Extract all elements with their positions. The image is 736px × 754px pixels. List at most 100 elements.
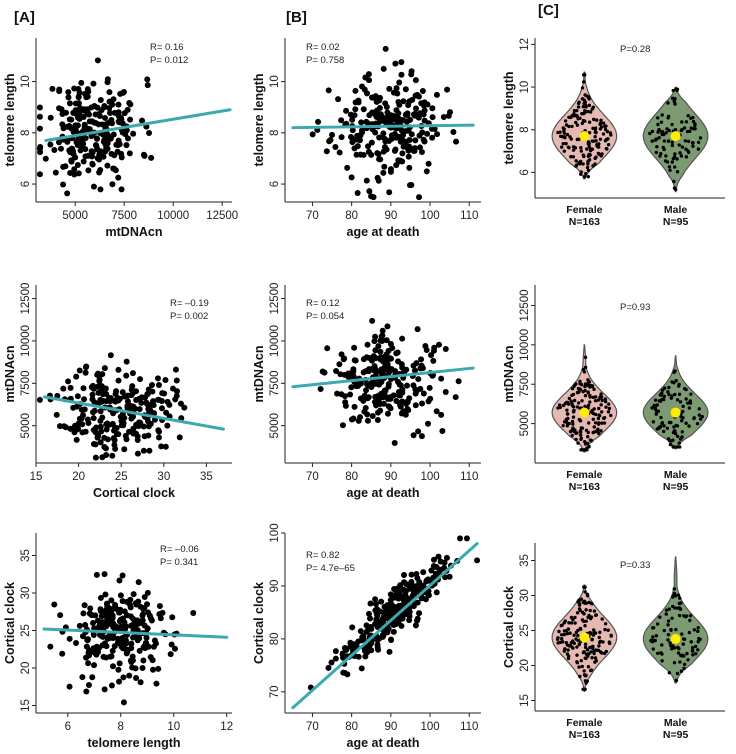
data-point bbox=[329, 131, 336, 138]
data-point bbox=[555, 637, 560, 641]
data-point bbox=[602, 416, 607, 420]
data-point bbox=[679, 669, 684, 673]
data-point bbox=[158, 443, 165, 450]
data-point bbox=[339, 422, 346, 429]
data-point bbox=[670, 160, 674, 164]
data-point bbox=[649, 638, 653, 643]
data-point bbox=[130, 634, 137, 641]
group-n-label: N=95 bbox=[663, 216, 689, 228]
data-point bbox=[418, 362, 425, 369]
data-point bbox=[583, 109, 587, 113]
data-point bbox=[92, 454, 99, 461]
data-point bbox=[374, 644, 381, 651]
data-point bbox=[588, 608, 592, 613]
data-point bbox=[584, 652, 589, 656]
data-point bbox=[116, 608, 123, 615]
x-tick-label: 100 bbox=[420, 721, 439, 733]
data-point bbox=[158, 398, 165, 405]
data-point bbox=[692, 416, 696, 420]
data-point bbox=[135, 579, 142, 586]
y-axis-label: Cortical clock bbox=[252, 582, 266, 664]
y-tick-label: 20 bbox=[20, 662, 32, 675]
data-point bbox=[685, 651, 689, 656]
data-point bbox=[134, 422, 141, 429]
data-point bbox=[402, 86, 409, 93]
data-point bbox=[378, 378, 385, 385]
data-point bbox=[666, 632, 671, 637]
data-point bbox=[49, 85, 56, 92]
data-point bbox=[141, 622, 148, 629]
data-point bbox=[599, 651, 604, 655]
r-value: R= 0.02 bbox=[306, 42, 340, 53]
data-point bbox=[408, 571, 415, 578]
data-point bbox=[589, 439, 594, 443]
data-point bbox=[581, 105, 585, 109]
data-point bbox=[576, 105, 581, 109]
data-point bbox=[162, 377, 169, 384]
data-point bbox=[600, 617, 604, 621]
data-point bbox=[94, 434, 101, 441]
data-point bbox=[105, 132, 112, 139]
data-point bbox=[428, 352, 435, 359]
data-point bbox=[587, 103, 592, 108]
data-point bbox=[600, 398, 604, 403]
data-point bbox=[681, 404, 685, 409]
data-point bbox=[434, 131, 441, 138]
data-point bbox=[686, 114, 690, 118]
mean-marker bbox=[670, 633, 681, 644]
data-point bbox=[423, 168, 430, 175]
data-point bbox=[51, 146, 58, 153]
data-point bbox=[592, 425, 596, 429]
data-point bbox=[668, 641, 672, 645]
data-point bbox=[400, 586, 407, 593]
data-point bbox=[596, 416, 601, 421]
data-point bbox=[609, 413, 613, 418]
data-point bbox=[659, 152, 663, 156]
data-point bbox=[666, 390, 670, 394]
data-point bbox=[433, 91, 440, 98]
data-point bbox=[682, 666, 686, 671]
data-point bbox=[89, 674, 96, 681]
data-point bbox=[71, 166, 78, 173]
data-point bbox=[577, 390, 581, 394]
data-point bbox=[109, 452, 116, 459]
data-point bbox=[127, 116, 134, 123]
data-point bbox=[410, 362, 417, 369]
data-point bbox=[657, 426, 661, 430]
scatter-cortical-clock-vs-age: 70 80 90 100 70 80 90 100 110 age at death Cortica… bbox=[252, 523, 481, 750]
data-point bbox=[575, 661, 580, 665]
data-point bbox=[111, 425, 118, 432]
data-point bbox=[110, 634, 117, 641]
data-point bbox=[580, 121, 585, 126]
data-point bbox=[351, 112, 358, 119]
data-point bbox=[75, 93, 82, 100]
data-point bbox=[96, 156, 103, 163]
data-point bbox=[325, 87, 332, 94]
data-point bbox=[104, 76, 111, 83]
x-tick-label: 70 bbox=[306, 721, 319, 733]
data-point bbox=[161, 390, 168, 397]
data-point bbox=[698, 136, 703, 140]
data-point bbox=[332, 143, 339, 150]
data-point bbox=[695, 421, 700, 426]
data-point bbox=[335, 96, 342, 103]
data-point bbox=[404, 110, 411, 117]
data-point bbox=[686, 150, 691, 155]
data-point bbox=[608, 131, 613, 135]
y-tick-label: 12500 bbox=[20, 283, 32, 315]
data-point bbox=[672, 99, 676, 104]
data-point bbox=[687, 406, 692, 410]
data-point bbox=[598, 127, 603, 131]
p-value: P=0.33 bbox=[620, 560, 650, 571]
data-point bbox=[369, 413, 376, 420]
regression-line bbox=[43, 395, 225, 431]
data-point bbox=[99, 414, 106, 421]
data-point bbox=[664, 608, 669, 612]
data-point bbox=[172, 366, 179, 373]
data-point bbox=[102, 591, 109, 598]
data-point bbox=[680, 430, 685, 434]
violin-body bbox=[642, 556, 709, 684]
data-point bbox=[656, 651, 660, 656]
data-point bbox=[133, 674, 140, 681]
data-point bbox=[60, 181, 67, 188]
